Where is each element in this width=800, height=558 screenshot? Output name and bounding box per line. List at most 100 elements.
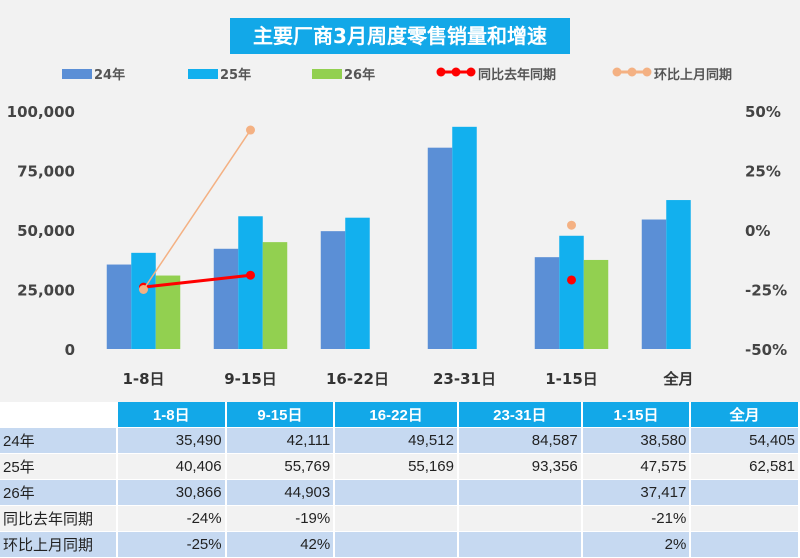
legend: 24年 25年 26年 同比去年同期 环比上月同期 (0, 64, 800, 84)
table-cell: 16-22日 (334, 402, 459, 428)
x-tick-label: 16-22日 (326, 370, 389, 388)
y2-tick-label: -25% (745, 282, 787, 300)
y-tick-label: 75,000 (17, 163, 75, 181)
table-cell: 23-31日 (457, 402, 583, 428)
bar-24年 (534, 257, 560, 349)
bar-26年 (155, 275, 181, 349)
chart: 0 25,000 50,000 75,000 100,000 -50% -25% 0% 25% 5… (7, 103, 787, 388)
table-header: 1-8日 9-15日 16-22日 23-31日 1-15日 全月 (0, 402, 800, 428)
legend-item: 24年 (62, 64, 125, 83)
table-cell: 55,169 (334, 453, 459, 480)
x-tick-label: 1-15日 (545, 370, 598, 388)
table-row: 25年 40,406 55,769 55,169 93,356 47,575 62,581 (0, 453, 800, 480)
legend-line-marker (436, 66, 476, 82)
legend-label: 25年 (220, 68, 252, 83)
table-cell (0, 402, 118, 428)
legend-label: 环比上月同期 (654, 68, 733, 83)
legend-label: 26年 (344, 68, 376, 83)
legend-swatch (188, 68, 218, 79)
x-tick-label: 1-8日 (122, 370, 164, 388)
table-cell: 42,111 (225, 427, 336, 454)
table-cell: 26年 (0, 479, 118, 506)
table-row: 环比上月同期 -25% 42% 2% (0, 531, 800, 558)
bar-24年 (641, 219, 667, 349)
table-cell: 1-8日 (117, 402, 227, 428)
bar-25年 (559, 235, 584, 349)
bar-24年 (427, 147, 453, 349)
table-cell: 37,417 (581, 479, 692, 506)
table-cell: 35,490 (117, 427, 227, 454)
table-cell: -19% (225, 505, 336, 532)
legend-item: 环比上月同期 (612, 64, 732, 83)
x-tick-label: 9-15日 (224, 370, 277, 388)
y-tick-label: 25,000 (17, 282, 75, 300)
table-cell: 44,903 (225, 479, 336, 506)
y2-tick-label: 25% (745, 163, 781, 181)
bar-25年 (131, 252, 156, 349)
bar-26年 (262, 242, 288, 349)
legend-item: 25年 (188, 64, 251, 83)
table-cell: 38,580 (581, 427, 692, 454)
legend-item: 同比去年同期 (436, 64, 556, 83)
table-cell: -25% (117, 531, 227, 558)
table-cell: -21% (581, 505, 692, 532)
legend-label: 24年 (94, 68, 126, 83)
table-cell: 55,769 (225, 453, 336, 480)
table-row: 同比去年同期 -24% -19% -21% (0, 505, 800, 532)
data-table: 1-8日 9-15日 16-22日 23-31日 1-15日 全月 24年 35,490 42,… (0, 402, 800, 558)
table-cell (334, 479, 459, 506)
table-cell: 93,356 (457, 453, 583, 480)
table-cell (690, 505, 800, 532)
point-同比去年同期 (246, 270, 255, 280)
legend-swatch (312, 68, 342, 79)
table-cell (334, 505, 459, 532)
table-cell (457, 531, 583, 558)
bar-25年 (238, 216, 263, 349)
table-cell: 84,587 (457, 427, 583, 454)
y-tick-label: 50,000 (17, 222, 75, 240)
chart-title: 主要厂商3月周度零售销量和增速 (230, 18, 570, 54)
table-cell: 同比去年同期 (0, 505, 118, 532)
table-row: 26年 30,866 44,903 37,417 (0, 479, 800, 506)
bar-25年 (666, 200, 691, 349)
table-row: 24年 35,490 42,111 49,512 84,587 38,580 54,405 (0, 427, 800, 454)
table-cell: 30,866 (117, 479, 227, 506)
table-cell: 25年 (0, 453, 118, 480)
point-环比上月同期 (567, 220, 576, 230)
table-cell: 1-15日 (581, 402, 692, 428)
y-tick-label: 0 (65, 341, 75, 359)
bar-26年 (583, 259, 609, 349)
point-同比去年同期 (567, 275, 576, 285)
y2-tick-label: -50% (745, 341, 787, 359)
point-环比上月同期 (246, 125, 255, 135)
legend-item: 26年 (312, 64, 375, 83)
table-cell: 49,512 (334, 427, 459, 454)
table-cell (457, 479, 583, 506)
legend-swatch (62, 68, 92, 79)
bar-24年 (106, 264, 132, 349)
x-tick-label: 23-31日 (433, 370, 496, 388)
table-cell: 54,405 (690, 427, 800, 454)
y-tick-label: 100,000 (7, 103, 75, 121)
table-cell: 9-15日 (225, 402, 336, 428)
table-cell: 40,406 (117, 453, 227, 480)
line-环比上月同期 (142, 129, 252, 290)
table-cell (334, 531, 459, 558)
table-cell: 47,575 (581, 453, 692, 480)
table-cell (457, 505, 583, 532)
bar-24年 (320, 231, 346, 349)
table-cell (690, 479, 800, 506)
y2-tick-label: 0% (745, 222, 770, 240)
point-环比上月同期 (139, 285, 148, 294)
line-同比去年同期 (143, 273, 251, 289)
table-cell: 全月 (690, 402, 800, 428)
legend-line-marker (612, 66, 652, 82)
table-cell: 62,581 (690, 453, 800, 480)
table-cell: -24% (117, 505, 227, 532)
table-cell: 2% (581, 531, 692, 558)
bar-25年 (452, 126, 477, 350)
table-cell: 42% (225, 531, 336, 558)
table-cell: 环比上月同期 (0, 531, 118, 558)
y2-tick-label: 50% (745, 103, 781, 121)
table-cell: 24年 (0, 427, 118, 454)
